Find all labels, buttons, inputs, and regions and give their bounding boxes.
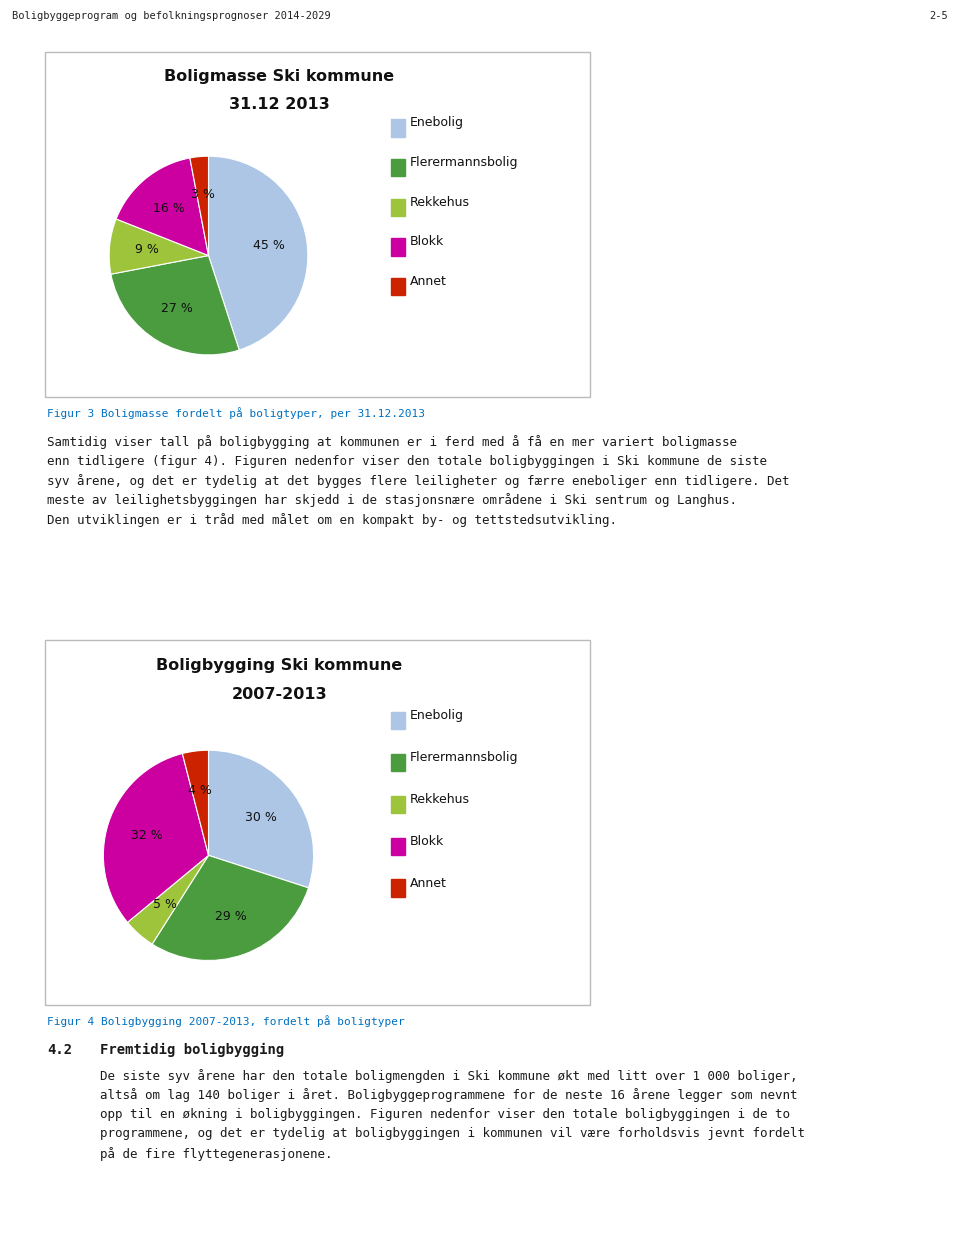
Text: opp til en økning i boligbyggingen. Figuren nedenfor viser den totale boligbyggi: opp til en økning i boligbyggingen. Figu… (100, 1108, 790, 1121)
Wedge shape (128, 855, 208, 945)
Text: Fremtidig boligbygging: Fremtidig boligbygging (100, 1043, 284, 1057)
Text: 32 %: 32 % (131, 829, 162, 842)
Text: 16 %: 16 % (154, 201, 185, 215)
Text: altså om lag 140 boliger i året. Boligbyggeprogrammene for de neste 16 årene leg: altså om lag 140 boliger i året. Boligby… (100, 1089, 798, 1103)
Wedge shape (190, 157, 208, 256)
Text: Boligmasse Ski kommune: Boligmasse Ski kommune (164, 70, 395, 85)
Text: 45 %: 45 % (253, 240, 285, 252)
Text: 2-5: 2-5 (929, 10, 948, 21)
Text: 29 %: 29 % (215, 910, 247, 924)
Text: Figur 4 Boligbygging 2007-2013, fordelt på boligtyper: Figur 4 Boligbygging 2007-2013, fordelt … (47, 1016, 405, 1027)
Wedge shape (116, 158, 208, 256)
Text: Annet: Annet (410, 275, 447, 288)
Wedge shape (208, 157, 308, 351)
Text: 30 %: 30 % (246, 810, 277, 824)
Text: 5 %: 5 % (154, 897, 178, 911)
Text: Rekkehus: Rekkehus (410, 196, 470, 209)
Text: Boligbygging Ski kommune: Boligbygging Ski kommune (156, 659, 402, 674)
Text: Annet: Annet (410, 876, 447, 890)
Text: på de fire flyttegenerasjonene.: på de fire flyttegenerasjonene. (100, 1147, 332, 1161)
Text: enn tidligere (figur 4). Figuren nedenfor viser den totale boligbyggingen i Ski : enn tidligere (figur 4). Figuren nedenfo… (47, 455, 767, 467)
Wedge shape (182, 751, 208, 855)
Text: Den utviklingen er i tråd med målet om en kompakt by- og tettstedsutvikling.: Den utviklingen er i tråd med målet om e… (47, 513, 617, 527)
Text: Rekkehus: Rekkehus (410, 793, 470, 805)
Text: 4.2: 4.2 (47, 1043, 72, 1057)
Text: Flerermannsbolig: Flerermannsbolig (410, 751, 518, 763)
Text: Figur 3 Boligmasse fordelt på boligtyper, per 31.12.2013: Figur 3 Boligmasse fordelt på boligtyper… (47, 406, 425, 419)
Wedge shape (111, 256, 239, 355)
Text: De siste syv årene har den totale boligmengden i Ski kommune økt med litt over 1: De siste syv årene har den totale boligm… (100, 1069, 798, 1083)
Text: Boligbyggeprogram og befolkningsprognoser 2014-2029: Boligbyggeprogram og befolkningsprognose… (12, 10, 330, 21)
Wedge shape (208, 751, 314, 888)
Wedge shape (104, 753, 208, 922)
Text: Samtidig viser tall på boligbygging at kommunen er i ferd med å få en mer varier: Samtidig viser tall på boligbygging at k… (47, 435, 737, 449)
Text: syv årene, og det er tydelig at det bygges flere leiligheter og færre eneboliger: syv årene, og det er tydelig at det bygg… (47, 474, 789, 488)
Text: Enebolig: Enebolig (410, 709, 464, 722)
Text: Flerermannsbolig: Flerermannsbolig (410, 157, 518, 169)
Text: programmene, og det er tydelig at boligbyggingen i kommunen vil være forholdsvis: programmene, og det er tydelig at boligb… (100, 1127, 805, 1141)
Text: 9 %: 9 % (135, 244, 159, 256)
Text: Enebolig: Enebolig (410, 117, 464, 129)
Text: meste av leilighetsbyggingen har skjedd i de stasjonsnære områdene i Ski sentrum: meste av leilighetsbyggingen har skjedd … (47, 493, 737, 507)
Text: 31.12 2013: 31.12 2013 (229, 97, 329, 112)
Text: Blokk: Blokk (410, 835, 444, 848)
Text: 4 %: 4 % (188, 784, 212, 797)
Text: 3 %: 3 % (191, 188, 215, 200)
Text: Blokk: Blokk (410, 235, 444, 249)
Text: 2007-2013: 2007-2013 (231, 687, 327, 702)
Text: 27 %: 27 % (161, 302, 193, 314)
Wedge shape (109, 219, 208, 275)
Wedge shape (153, 855, 308, 961)
